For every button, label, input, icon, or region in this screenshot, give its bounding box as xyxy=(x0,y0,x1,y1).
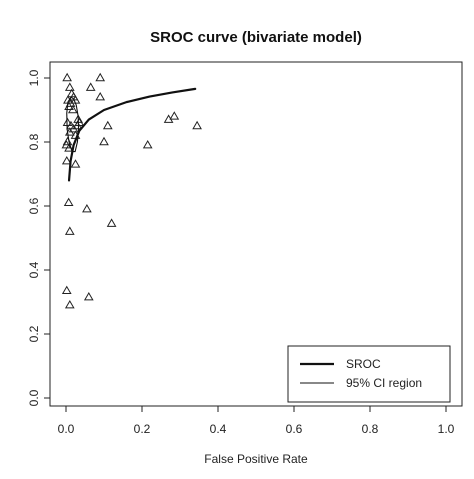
plot-area: 0.0 0.2 0.4 0.6 0.8 1.0 0.0 0.2 0.4 0.6 0.8 1.0 SROC… xyxy=(27,61,463,436)
study-point-triangle xyxy=(106,218,117,227)
study-point-triangle xyxy=(95,91,106,101)
study-point-triangle xyxy=(102,120,113,130)
x-axis-label: False Positive Rate xyxy=(204,452,308,466)
study-point-triangle xyxy=(64,82,75,91)
legend-label: 95% CI region xyxy=(346,376,422,390)
study-point-triangle xyxy=(169,111,180,120)
study-point-triangle xyxy=(70,159,81,168)
study-point-triangle xyxy=(62,72,72,82)
x-tick-label: 0.0 xyxy=(58,422,75,436)
study-point-triangle xyxy=(61,285,72,295)
study-point-triangle xyxy=(95,72,106,82)
study-point-triangle xyxy=(62,136,73,146)
y-tick-label: 0.6 xyxy=(27,197,41,214)
ci-region-ellipse xyxy=(66,96,80,153)
y-tick-label: 0.4 xyxy=(27,261,41,278)
study-point-triangle xyxy=(142,139,153,149)
chart-title: SROC curve (bivariate model) xyxy=(150,29,362,46)
x-tick-label: 0.4 xyxy=(210,422,227,436)
x-tick-label: 1.0 xyxy=(438,422,455,436)
study-point-triangle xyxy=(99,136,109,146)
y-tick-label: 1.0 xyxy=(27,69,41,86)
y-tick-label: 0.2 xyxy=(27,325,41,342)
study-point-triangle xyxy=(83,291,94,301)
study-point-triangle xyxy=(85,82,96,91)
study-point-triangle xyxy=(192,120,202,130)
study-point-triangle xyxy=(61,155,72,165)
study-point-triangle xyxy=(64,226,75,235)
plot-frame xyxy=(49,61,463,407)
study-point-triangle xyxy=(74,117,85,127)
y-tick-label: 0.0 xyxy=(27,389,41,406)
x-tick-label: 0.8 xyxy=(362,422,379,436)
legend-label: SROC xyxy=(346,357,381,371)
study-point-triangle xyxy=(67,104,78,114)
study-point-triangle xyxy=(63,197,74,207)
y-tick-label: 0.8 xyxy=(27,133,41,150)
x-tick-label: 0.2 xyxy=(134,422,151,436)
x-tick-label: 0.6 xyxy=(286,422,303,436)
legend-box xyxy=(287,345,451,403)
sroc-curve xyxy=(67,87,197,182)
study-point-triangle xyxy=(82,203,92,213)
study-point-triangle xyxy=(64,299,75,309)
